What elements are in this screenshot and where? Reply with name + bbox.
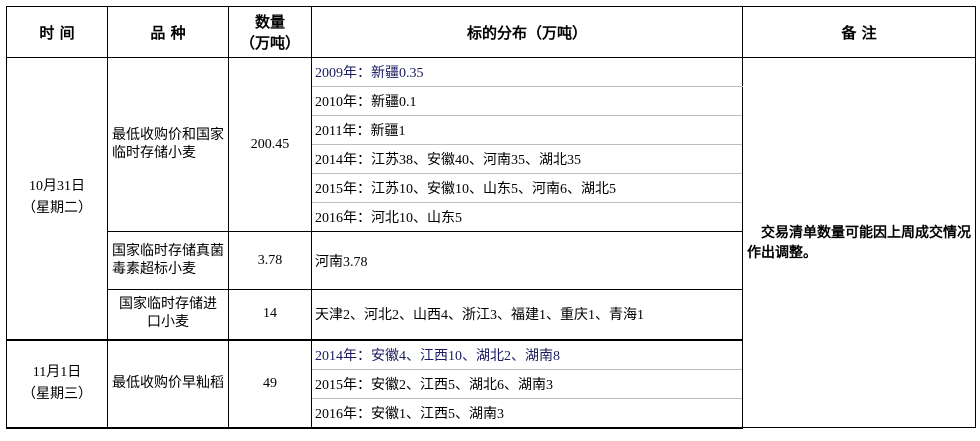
distribution-cell: 2011年：新疆1 (311, 115, 743, 145)
quantity-cell: 14 (228, 289, 312, 341)
distribution-cell: 天津2、河北2、山西4、浙江3、福建1、重庆1、青海1 (311, 289, 743, 341)
date: 11月1日 (32, 364, 82, 380)
table-row: 2015年：安徽2、江西5、湖北6、湖南3 (7, 368, 976, 399)
header-time: 时 间 (6, 6, 108, 58)
distribution-cell: 2016年：河北10、山东5 (311, 202, 743, 232)
header-quantity-line1: 数量 (254, 13, 285, 31)
header-remarks: 备 注 (742, 6, 976, 58)
table-row: 2015年：江苏10、安徽10、山东5、河南6、湖北5 (7, 173, 976, 203)
date-cell: 10月31日 （星期二） (6, 57, 108, 341)
table-row: 10月31日 （星期二） 最低收购价和国家临时存储小麦 200.45 2009年：… (6, 57, 976, 428)
quantity-cell: 200.45 (228, 57, 312, 232)
distribution-cell: 2014年：安徽4、江西10、湖北2、湖南8 (311, 339, 743, 370)
table-row: 2010年：新疆0.1 (7, 86, 976, 116)
distribution-cell: 2009年：新疆0.35 (311, 57, 743, 87)
distribution-cell: 2015年：安徽2、江西5、湖北6、湖南3 (311, 368, 743, 399)
distribution-cell: 2010年：新疆0.1 (311, 86, 743, 116)
date-cell: 11月1日 （星期三） (6, 339, 108, 429)
distribution-cell: 河南3.78 (311, 231, 743, 290)
header-distribution: 标的分布（万吨） (311, 6, 743, 58)
table-row: 2016年：河北10、山东5 (7, 202, 976, 232)
distribution-cell: 2014年：江苏38、安徽40、河南35、湖北35 (311, 144, 743, 174)
quantity-cell: 3.78 (228, 231, 312, 290)
variety-cell: 最低收购价和国家临时存储小麦 (107, 57, 229, 232)
distribution-cell: 2015年：江苏10、安徽10、山东5、河南6、湖北5 (311, 173, 743, 203)
table-row: 2011年：新疆1 (7, 115, 976, 145)
table-row: 2016年：安徽1、江西5、湖南3 (7, 397, 976, 429)
variety-cell: 最低收购价早籼稻 (107, 339, 229, 429)
date: 10月31日 (29, 179, 85, 195)
auction-schedule-table: 时 间 品 种 数量 （万吨） 标的分布（万吨） 备 注 10月31日 （星期二） … (6, 6, 976, 429)
table-row: 国家临时存储进口小麦 14 天津2、河北2、山西4、浙江3、福建1、重庆1、青海… (7, 289, 976, 341)
variety-cell: 国家临时存储真菌毒素超标小麦 (107, 231, 229, 290)
weekday: （星期三） (22, 386, 92, 402)
distribution-cell: 2016年：安徽1、江西5、湖南3 (311, 397, 743, 429)
variety-cell: 国家临时存储进口小麦 (107, 289, 229, 341)
remarks-cell: 交易清单数量可能因上周成交情况作出调整。 (742, 57, 976, 428)
table-row: 国家临时存储真菌毒素超标小麦 3.78 河南3.78 (7, 231, 976, 290)
header-quantity: 数量 （万吨） (228, 6, 312, 58)
quantity-cell: 49 (228, 339, 312, 429)
header-row: 时 间 品 种 数量 （万吨） 标的分布（万吨） 备 注 (6, 6, 976, 58)
header-variety: 品 种 (107, 6, 229, 58)
header-quantity-line2: （万吨） (239, 34, 300, 52)
weekday: （星期二） (22, 201, 92, 217)
